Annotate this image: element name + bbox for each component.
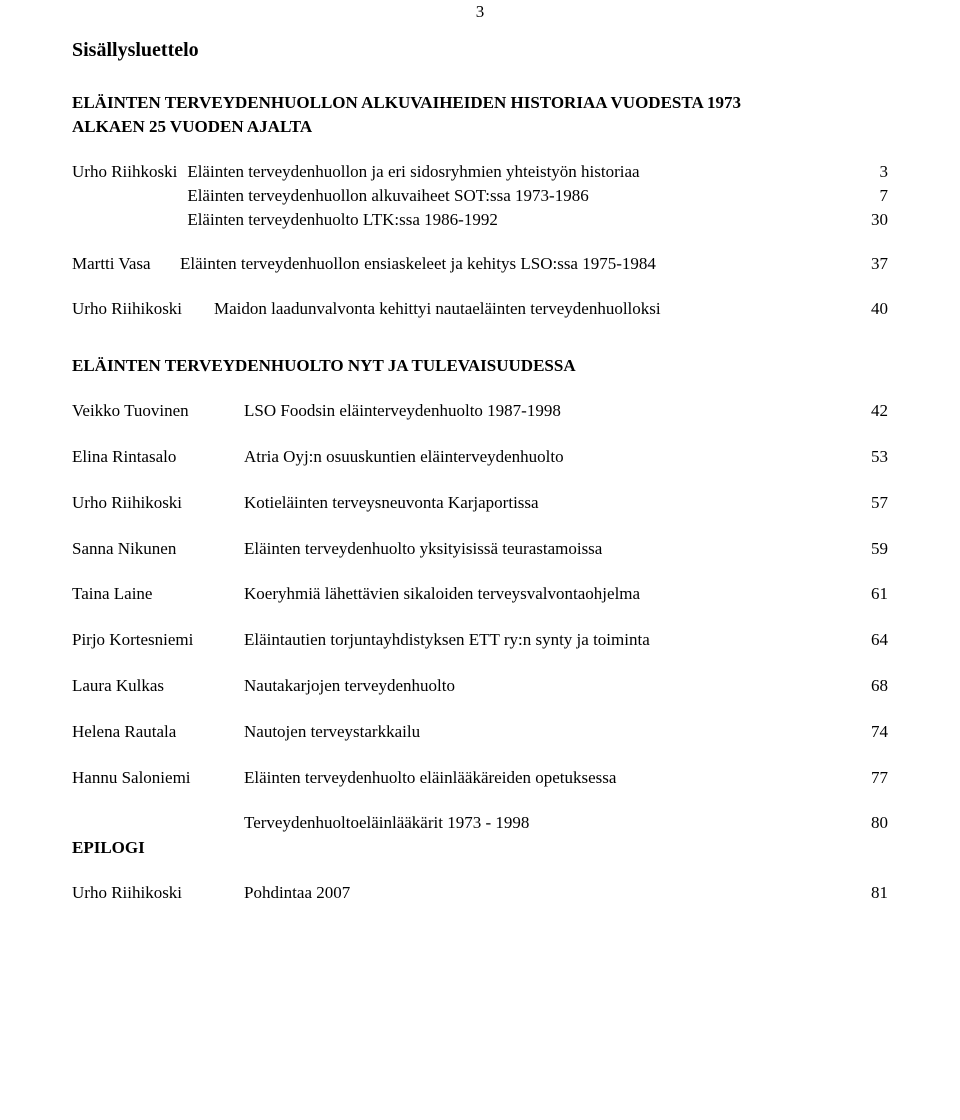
- toc-entry-text: Terveydenhuoltoeläinlääkärit 1973 - 1998: [244, 811, 846, 835]
- toc-entries-list: Veikko Tuovinen LSO Foodsin eläinterveyd…: [72, 399, 888, 789]
- toc-entry-page: 59: [858, 537, 888, 561]
- toc-entry: Pirjo Kortesniemi Eläintautien torjuntay…: [72, 628, 888, 652]
- toc-entry-page: 40: [858, 297, 888, 321]
- toc-entry-text: Kotieläinten terveysneuvonta Karjaportis…: [244, 491, 846, 515]
- toc-entry: Taina Laine Koeryhmiä lähettävien sikalo…: [72, 582, 888, 606]
- toc-author: Urho Riihikoski: [72, 297, 202, 321]
- toc-entry-text: Eläinten terveydenhuollon ja eri sidosry…: [187, 160, 858, 184]
- toc-author: Sanna Nikunen: [72, 537, 232, 561]
- document-page: 3 Sisällysluettelo ELÄINTEN TERVEYDENHUO…: [0, 0, 960, 947]
- toc-entry-text: Eläinten terveydenhuollon ensiaskeleet j…: [180, 252, 859, 276]
- toc-entry-page: 7: [858, 184, 888, 208]
- toc-author: Urho Riihkoski: [72, 160, 177, 231]
- toc-entry: Helena Rautala Nautojen terveystarkkailu…: [72, 720, 888, 744]
- toc-author: Pirjo Kortesniemi: [72, 628, 232, 652]
- toc-entry: Laura Kulkas Nautakarjojen terveydenhuol…: [72, 674, 888, 698]
- toc-entry-page: 81: [858, 881, 888, 905]
- toc-author: Laura Kulkas: [72, 674, 232, 698]
- toc-entry-text: LSO Foodsin eläinterveydenhuolto 1987-19…: [244, 399, 846, 423]
- toc-entry: Terveydenhuoltoeläinlääkärit 1973 - 1998…: [72, 811, 888, 835]
- toc-entry-text: Eläinten terveydenhuolto eläinlääkäreide…: [244, 766, 846, 790]
- toc-author: Helena Rautala: [72, 720, 232, 744]
- toc-entry-page: 64: [858, 628, 888, 652]
- toc-entry-page: 57: [858, 491, 888, 515]
- toc-entry-page: 80: [858, 811, 888, 835]
- toc-entry: Urho Riihikoski Pohdintaa 2007 81: [72, 881, 888, 905]
- toc-author: Urho Riihikoski: [72, 881, 232, 905]
- toc-entry-text: Nautakarjojen terveydenhuolto: [244, 674, 846, 698]
- toc-entry-page: 53: [858, 445, 888, 469]
- toc-entry-text: Atria Oyj:n osuuskuntien eläinterveydenh…: [244, 445, 846, 469]
- toc-entry: Hannu Saloniemi Eläinten terveydenhuolto…: [72, 766, 888, 790]
- section-2-heading: ELÄINTEN TERVEYDENHUOLTO NYT JA TULEVAIS…: [72, 355, 888, 377]
- toc-entry-page: 42: [858, 399, 888, 423]
- toc-entry-page: 3: [858, 160, 888, 184]
- toc-entry-page: 77: [858, 766, 888, 790]
- page-number: 3: [476, 0, 485, 24]
- toc-entry-text: Eläintautien torjuntayhdistyksen ETT ry:…: [244, 628, 846, 652]
- toc-entry-page: 37: [871, 252, 888, 276]
- toc-author: Martti Vasa: [72, 252, 168, 276]
- section-1-heading-line-1: ELÄINTEN TERVEYDENHUOLLON ALKUVAIHEIDEN …: [72, 92, 888, 114]
- epilogi-heading: EPILOGI: [72, 837, 888, 859]
- toc-entry-text: Pohdintaa 2007: [244, 881, 846, 905]
- toc-entry-text: Koeryhmiä lähettävien sikaloiden terveys…: [244, 582, 846, 606]
- toc-author: Urho Riihikoski: [72, 491, 232, 515]
- toc-entry-text: Eläinten terveydenhuollon alkuvaiheet SO…: [187, 184, 858, 208]
- toc-entry-page: 61: [858, 582, 888, 606]
- toc-entry-text: Eläinten terveydenhuolto LTK:ssa 1986-19…: [187, 208, 858, 232]
- toc-entry: Urho Riihkoski Eläinten terveydenhuollon…: [72, 160, 888, 231]
- toc-author: Hannu Saloniemi: [72, 766, 232, 790]
- toc-entry-page: 74: [858, 720, 888, 744]
- toc-author: Elina Rintasalo: [72, 445, 232, 469]
- toc-author: Taina Laine: [72, 582, 232, 606]
- toc-entry: Veikko Tuovinen LSO Foodsin eläinterveyd…: [72, 399, 888, 423]
- toc-entry-text: Nautojen terveystarkkailu: [244, 720, 846, 744]
- toc-entry-text: Eläinten terveydenhuolto yksityisissä te…: [244, 537, 846, 561]
- toc-entry: Sanna Nikunen Eläinten terveydenhuolto y…: [72, 537, 888, 561]
- toc-entry: Urho Riihikoski Maidon laadunvalvonta ke…: [72, 297, 888, 321]
- toc-entry: Elina Rintasalo Atria Oyj:n osuuskuntien…: [72, 445, 888, 469]
- toc-entry: Martti Vasa Eläinten terveydenhuollon en…: [72, 252, 888, 276]
- toc-entry-page: 30: [858, 208, 888, 232]
- toc-entry-text: Maidon laadunvalvonta kehittyi nautaeläi…: [214, 297, 846, 321]
- toc-entry: Urho Riihikoski Kotieläinten terveysneuv…: [72, 491, 888, 515]
- section-1-heading-line-2: ALKAEN 25 VUODEN AJALTA: [72, 116, 888, 138]
- toc-author: Veikko Tuovinen: [72, 399, 232, 423]
- toc-entry-body: Eläinten terveydenhuollon ja eri sidosry…: [187, 160, 888, 231]
- toc-author-spacer: [72, 811, 232, 835]
- document-title: Sisällysluettelo: [72, 36, 888, 64]
- toc-entry-page: 68: [858, 674, 888, 698]
